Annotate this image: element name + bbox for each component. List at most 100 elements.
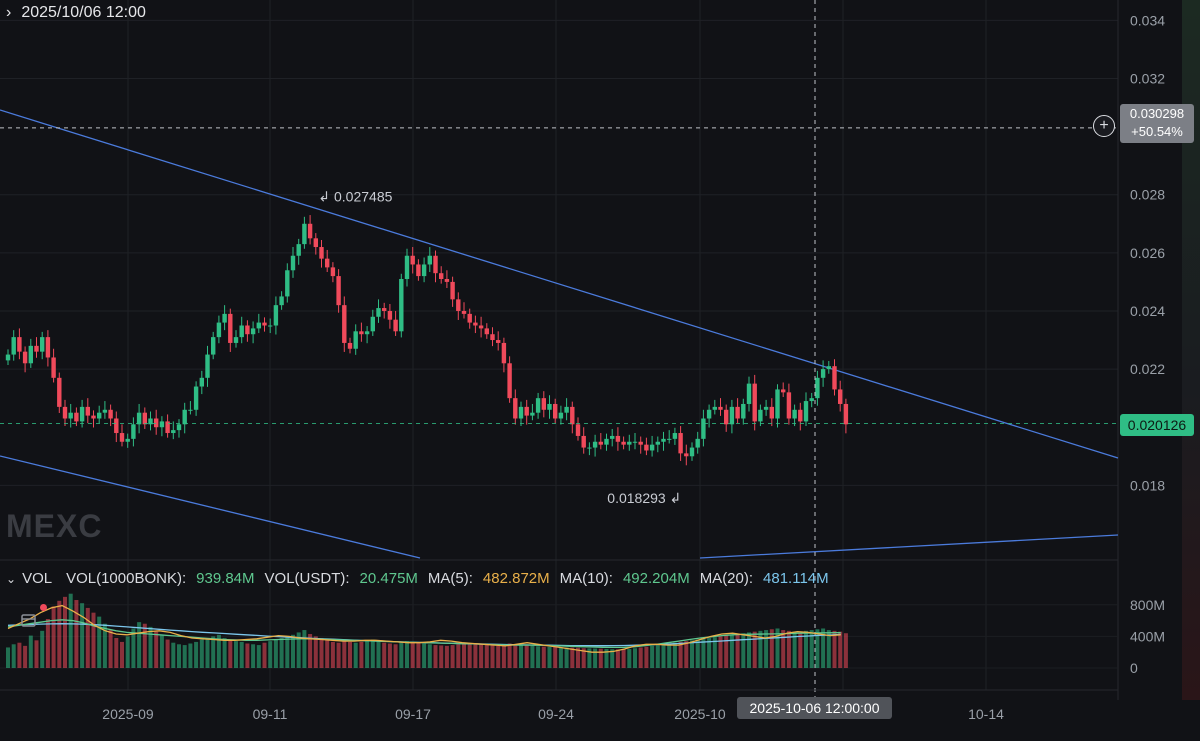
volume-bar xyxy=(234,641,238,668)
volume-bar xyxy=(427,644,432,668)
candle-body xyxy=(22,351,28,364)
candle-body xyxy=(672,433,678,439)
volume-bar xyxy=(108,630,113,668)
volume-bar xyxy=(610,649,615,668)
volume-bar xyxy=(524,645,529,668)
volume-bar xyxy=(68,593,73,668)
volume-tick-label: 400M xyxy=(1130,628,1165,644)
ma20-value: 481.114M xyxy=(763,570,829,587)
candle-body xyxy=(262,322,267,326)
candle-body xyxy=(387,310,393,320)
candle-body xyxy=(142,412,147,425)
volume-bar xyxy=(467,643,472,668)
candle-body xyxy=(233,337,239,343)
volume-bar xyxy=(319,637,324,668)
volume-bar xyxy=(718,636,723,668)
volume-bar xyxy=(17,642,22,668)
time-tick-label: 09-17 xyxy=(395,706,431,722)
rising-support-line xyxy=(699,534,1119,559)
candle-body xyxy=(553,403,558,419)
volume-bar xyxy=(462,643,466,668)
volume-bar xyxy=(416,642,421,668)
volume-bar xyxy=(177,644,181,668)
candle-body xyxy=(461,310,467,314)
candle-body xyxy=(684,453,689,457)
candle-body xyxy=(496,340,501,343)
volume-bar xyxy=(91,612,96,668)
volume-bar xyxy=(57,600,62,668)
candle-body xyxy=(564,406,569,413)
volume-bar xyxy=(228,639,233,668)
volume-bar xyxy=(615,649,620,668)
descending-resistance-line xyxy=(0,109,1119,459)
volume-bar xyxy=(564,647,569,668)
volume-bar xyxy=(712,637,717,668)
time-tick-label: 2025-10 xyxy=(674,706,726,722)
candle-body xyxy=(792,409,797,419)
volume-bar xyxy=(222,637,227,668)
volume-bar xyxy=(758,630,763,668)
candle-body xyxy=(171,430,176,434)
candle-body xyxy=(826,366,831,370)
volume-bar xyxy=(541,646,546,668)
volume-bar xyxy=(51,606,56,668)
vol-indicator-name[interactable]: VOL xyxy=(22,570,53,587)
candle-body xyxy=(256,322,261,329)
volume-bar xyxy=(28,635,33,668)
volume-bar xyxy=(558,647,563,668)
candle-body xyxy=(285,270,290,297)
candle-body xyxy=(535,398,541,413)
volume-bar xyxy=(102,623,107,668)
candle-body xyxy=(627,441,632,445)
candle-body xyxy=(91,415,96,419)
candle-body xyxy=(228,313,233,343)
volume-bar xyxy=(684,641,689,668)
candle-body xyxy=(501,342,507,364)
volume-bar xyxy=(798,632,803,668)
volume-bar xyxy=(593,648,598,668)
candle-body xyxy=(615,435,621,442)
volume-bar xyxy=(365,640,370,668)
volume-bar xyxy=(576,647,580,668)
candle-body xyxy=(632,441,638,443)
volume-bar xyxy=(507,643,512,668)
candle-body xyxy=(701,418,706,439)
candle-body xyxy=(604,438,609,445)
price-tick-label: 0.022 xyxy=(1130,361,1165,377)
volume-bar xyxy=(501,645,506,668)
candle-body xyxy=(148,418,153,425)
chevron-down-icon[interactable]: ⌄ xyxy=(6,572,17,586)
volume-bar xyxy=(695,639,700,668)
candle-body xyxy=(621,441,626,445)
volume-bar xyxy=(570,647,575,668)
candle-body xyxy=(108,409,113,419)
volume-bar xyxy=(302,630,307,668)
volume-bar xyxy=(359,641,364,668)
volume-bar xyxy=(194,641,199,668)
volume-bar xyxy=(735,634,740,668)
volume-bar xyxy=(382,642,387,668)
vol-base-value: 939.84M xyxy=(196,570,255,587)
volume-bar xyxy=(142,623,147,668)
candle-body xyxy=(364,331,370,335)
volume-bar xyxy=(832,630,837,668)
volume-bar xyxy=(672,642,677,668)
candle-body xyxy=(296,244,301,256)
price-tick-label: 0.024 xyxy=(1130,303,1165,319)
candle-body xyxy=(279,296,284,306)
add-circle-icon[interactable]: + xyxy=(1093,115,1115,137)
chevron-right-icon[interactable]: › xyxy=(6,4,12,21)
volume-bar xyxy=(353,642,358,668)
candle-body xyxy=(119,433,125,442)
candle-body xyxy=(34,345,39,352)
candle-body xyxy=(421,264,427,277)
volume-bar xyxy=(336,642,341,668)
candle-body xyxy=(216,322,222,338)
ma10-value: 492.204M xyxy=(622,570,690,587)
candle-body xyxy=(729,406,735,425)
chart-settings-icon[interactable] xyxy=(20,612,38,630)
volume-bar xyxy=(547,646,552,668)
